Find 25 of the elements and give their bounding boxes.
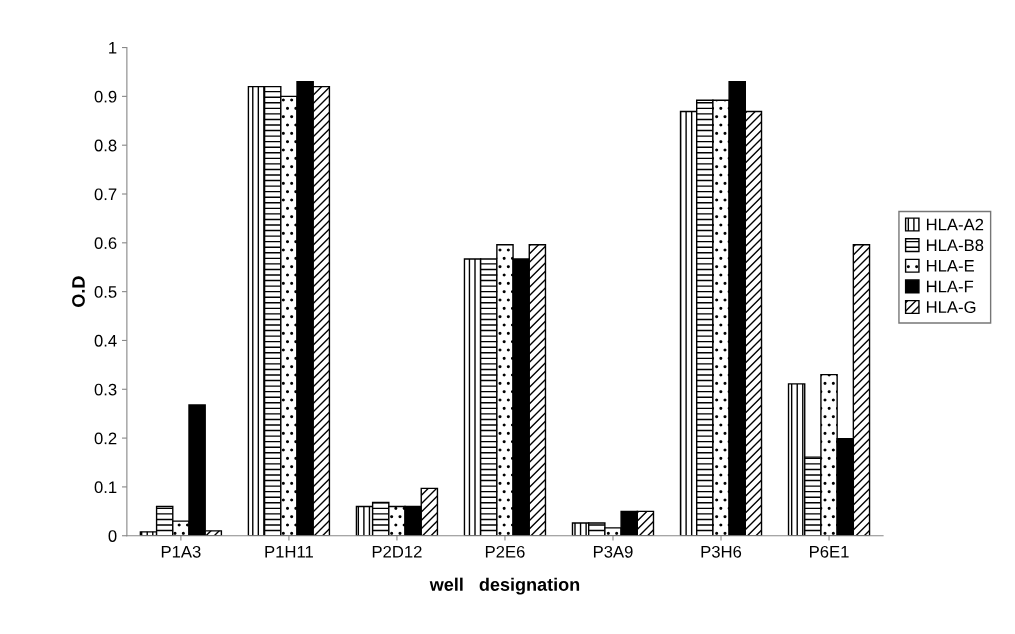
legend-label: HLA-F: [926, 280, 974, 293]
y-tick-label: 0.6: [94, 237, 117, 250]
y-tick-label: 0.4: [94, 334, 117, 347]
x-tick-label: P3H6: [701, 545, 742, 558]
y-tick-label: 0.2: [94, 432, 117, 445]
x-tick-label: P1H11: [265, 546, 313, 558]
y-tick-label: 0: [108, 530, 117, 542]
y-tick-label: 0.5: [94, 286, 117, 298]
legend-label: HLA-E: [926, 260, 974, 272]
y-tick-label: 0.7: [94, 188, 117, 201]
x-tick-label: P3A9: [593, 545, 633, 558]
x-tick-label: P2E6: [485, 545, 525, 558]
y-tick-label: 0.1: [94, 481, 117, 494]
x-tick-label: P6E1: [810, 545, 849, 558]
legend-label: HLA-B8: [926, 239, 984, 252]
legend-label: HLA-G: [926, 301, 976, 313]
x-axis-title: well designation: [429, 577, 580, 595]
y-tick-label: 1: [109, 42, 117, 54]
y-tick-label: 0.8: [94, 139, 117, 152]
y-axis-title: O.D: [72, 276, 85, 307]
y-tick-label: 0.9: [94, 90, 117, 103]
legend-label: HLA-A2: [926, 218, 984, 231]
x-tick-label: P2D12: [372, 545, 422, 558]
x-tick-label: P1A3: [161, 545, 201, 558]
y-tick-label: 0.3: [94, 383, 117, 396]
